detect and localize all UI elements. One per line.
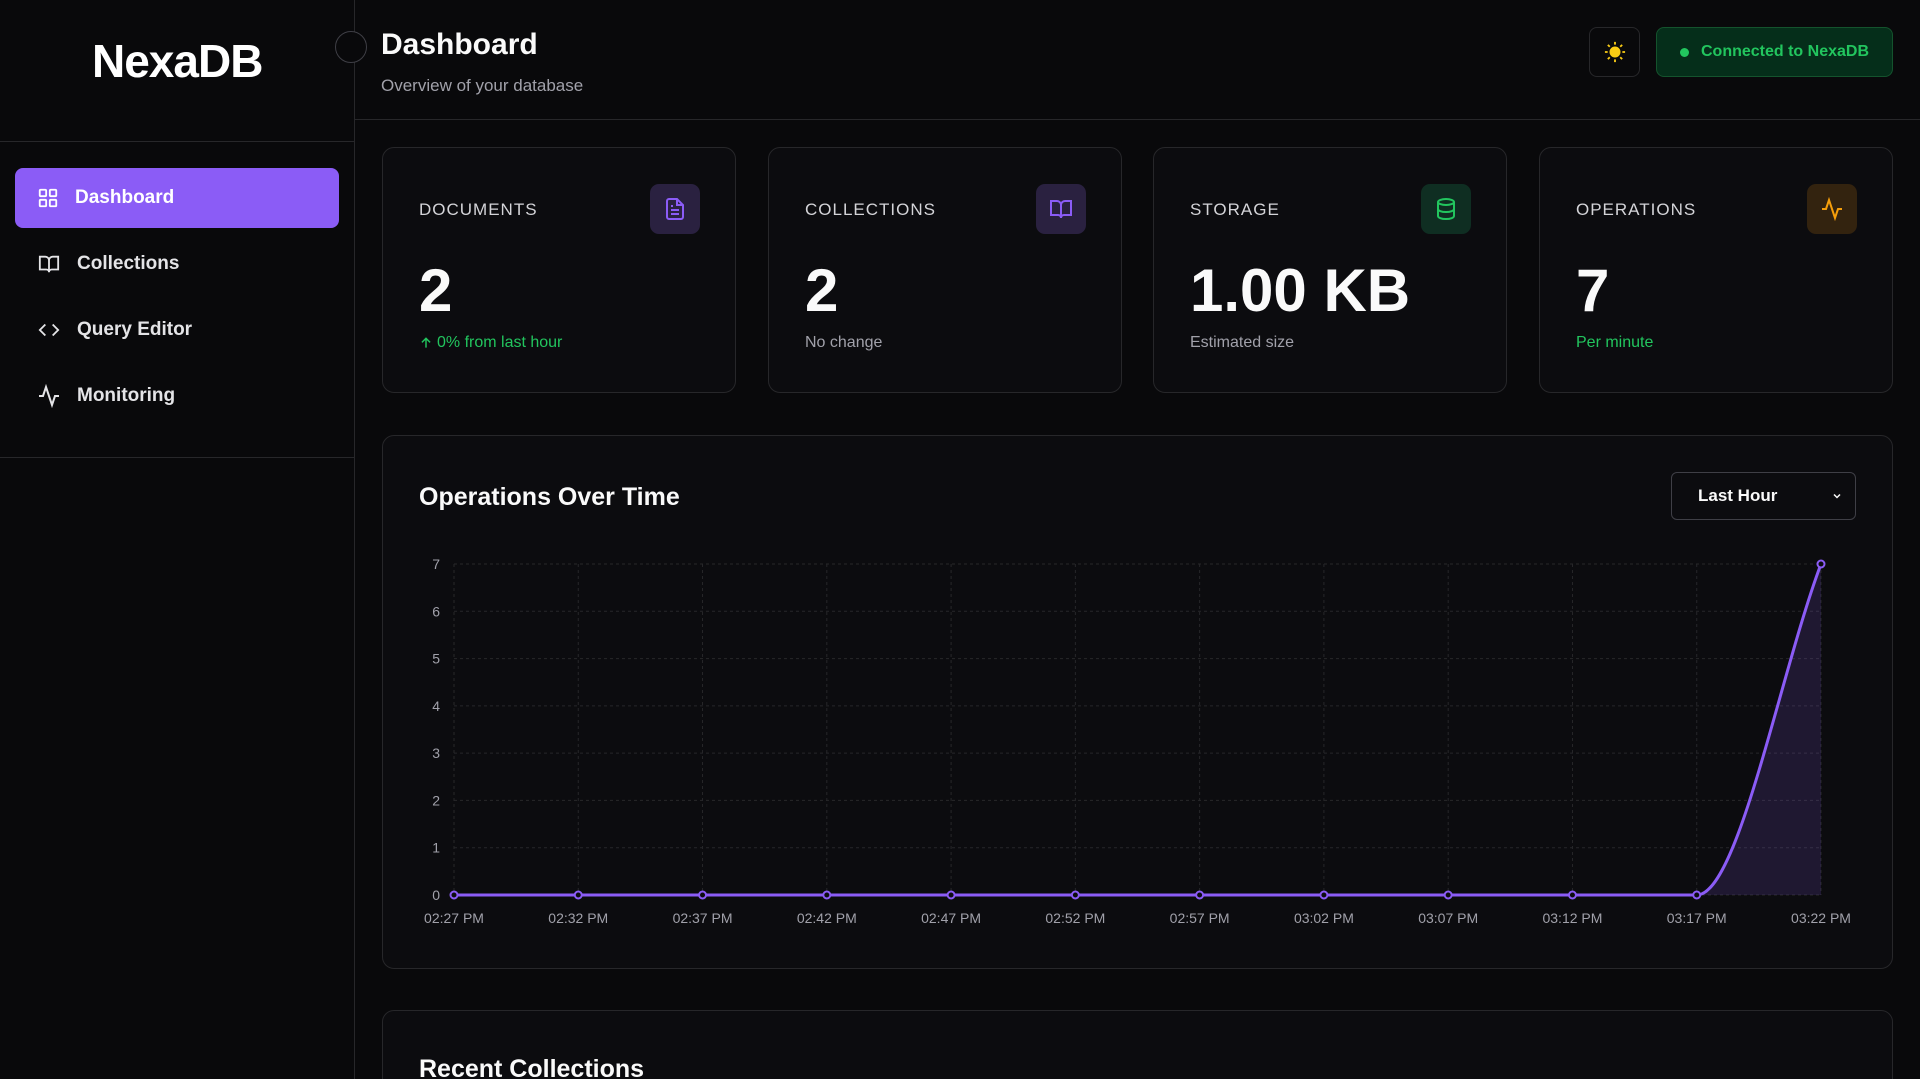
stat-value: 2 <box>805 257 839 324</box>
point <box>1319 890 1329 900</box>
point <box>1443 890 1453 900</box>
logo-text: NexaDB <box>92 35 263 87</box>
divider <box>355 119 1920 120</box>
y-tick-label: 4 <box>432 698 440 714</box>
y-tick-label: 3 <box>432 745 440 761</box>
x-tick-label: 03:22 PM <box>1791 910 1851 926</box>
x-tick-label: 02:37 PM <box>673 910 733 926</box>
stat-label: COLLECTIONS <box>805 200 936 219</box>
stat-card: OPERATIONS 7 Per minute <box>1539 147 1893 393</box>
nav-item[interactable]: Query Editor <box>15 300 339 360</box>
y-tick-label: 1 <box>432 840 440 856</box>
page-title: Dashboard <box>381 28 538 61</box>
stat-label: DOCUMENTS <box>419 200 538 219</box>
connection-status: Connected to NexaDB <box>1656 27 1893 77</box>
stat-note: Estimated size <box>1190 334 1295 351</box>
point <box>946 890 956 900</box>
stat-value: 7 <box>1576 257 1610 324</box>
chart-title: Operations Over Time <box>419 483 680 511</box>
y-tick-label: 2 <box>432 792 440 808</box>
point <box>1195 890 1205 900</box>
x-tick-label: 03:17 PM <box>1667 910 1727 926</box>
range-value: Last Hour <box>1698 486 1778 505</box>
point <box>822 890 832 900</box>
y-tick-label: 7 <box>432 556 440 572</box>
collapse-button[interactable] <box>335 31 367 63</box>
status-text: Connected to NexaDB <box>1700 43 1870 60</box>
nav-item[interactable]: Dashboard <box>15 168 339 228</box>
y-tick-label: 5 <box>432 651 440 667</box>
x-tick-label: 03:07 PM <box>1418 910 1478 926</box>
y-tick-label: 6 <box>432 603 440 619</box>
nav-item[interactable]: Monitoring <box>15 366 339 426</box>
logo[interactable]: NexaDB <box>92 34 263 88</box>
x-tick-label: 02:42 PM <box>797 910 857 926</box>
divider <box>0 457 354 458</box>
point <box>1070 890 1080 900</box>
stat-card: COLLECTIONS 2 No change <box>768 147 1122 393</box>
x-tick-label: 03:12 PM <box>1542 910 1602 926</box>
stat-note: 0% from last hour <box>419 334 562 352</box>
stat-label: STORAGE <box>1190 200 1280 219</box>
point <box>1816 559 1826 569</box>
stat-value: 2 <box>419 257 453 324</box>
theme-toggle[interactable] <box>1589 27 1640 77</box>
nav-item[interactable]: Collections <box>15 234 339 294</box>
stat-note-text: 0% from last hour <box>437 334 563 351</box>
point <box>1567 890 1577 900</box>
divider <box>0 141 354 142</box>
point <box>1692 890 1702 900</box>
x-tick-label: 03:02 PM <box>1294 910 1354 926</box>
point <box>449 890 459 900</box>
stat-value: 1.00 KB <box>1190 257 1411 324</box>
sidebar: NexaDB Dashboard Collections Query Edito… <box>0 0 355 1079</box>
nav-label: Collections <box>77 253 180 274</box>
point <box>698 890 708 900</box>
x-tick-label: 02:47 PM <box>921 910 981 926</box>
nav-label: Monitoring <box>77 385 176 406</box>
recent-panel: Recent Collections <box>382 1010 1893 1079</box>
page-subtitle: Overview of your database <box>381 76 584 95</box>
recent-title: Recent Collections <box>419 1055 645 1079</box>
chart: 0 1 2 3 4 5 6 7 02:27 PM 02:32 PM 02:37 PM 02:42 PM… <box>424 556 1851 926</box>
x-tick-label: 02:57 PM <box>1170 910 1230 926</box>
nav-label: Dashboard <box>75 187 175 208</box>
x-tick-label: 02:27 PM <box>424 910 484 926</box>
stat-label: OPERATIONS <box>1576 200 1697 219</box>
stat-note: Per minute <box>1576 334 1654 351</box>
x-tick-label: 02:52 PM <box>1045 910 1105 926</box>
stat-note: No change <box>805 334 883 351</box>
line <box>453 563 1823 897</box>
chart-panel: Operations Over Time Last Hour <box>382 435 1893 969</box>
stat-card: DOCUMENTS 2 0% from last hour <box>382 147 736 393</box>
y-tick-label: 0 <box>432 887 440 903</box>
stat-card: STORAGE 1.00 KB Estimated size <box>1153 147 1507 393</box>
point <box>573 890 583 900</box>
x-tick-label: 02:32 PM <box>548 910 608 926</box>
range-select[interactable]: Last Hour <box>1671 472 1856 520</box>
area <box>454 564 1821 895</box>
nav-label: Query Editor <box>77 319 193 340</box>
